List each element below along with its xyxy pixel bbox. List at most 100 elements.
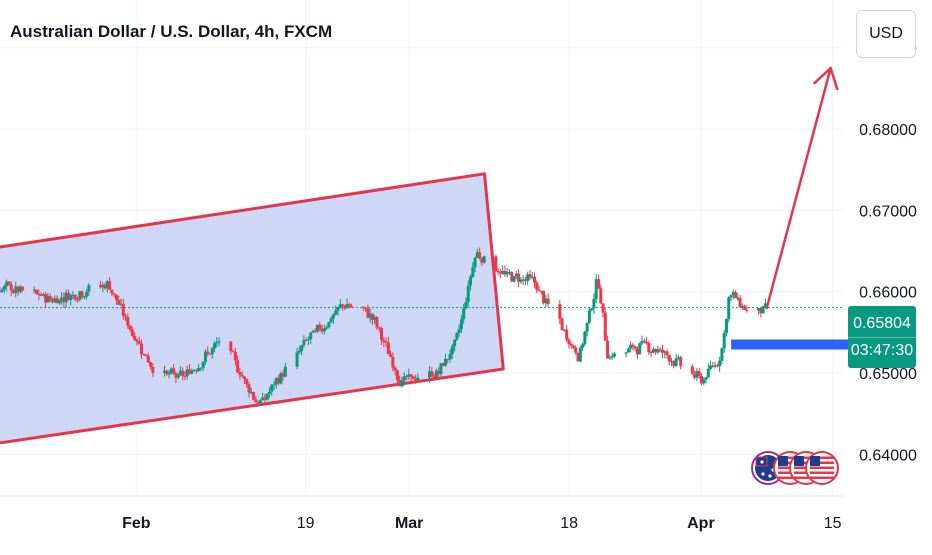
arrow-head: [813, 66, 832, 85]
candle-body: [699, 375, 703, 384]
candle-body: [361, 306, 365, 308]
channel-fill: [0, 172, 505, 445]
candle-body: [542, 291, 546, 304]
candle-body: [183, 375, 187, 377]
current-price-value: 0.65804: [853, 314, 911, 332]
candle-body: [316, 324, 320, 332]
candle-body: [334, 310, 338, 315]
candle-body: [521, 279, 525, 281]
candle-body: [117, 300, 121, 305]
candle-body: [567, 339, 571, 345]
candle-body: [318, 324, 322, 329]
candle-body: [0, 289, 4, 292]
candle-body: [594, 279, 598, 299]
candle-body: [66, 292, 70, 301]
candle-body: [119, 303, 123, 305]
price-tag-divider: [848, 336, 916, 338]
candle-body: [0, 291, 2, 293]
candle-body: [612, 353, 616, 357]
candle-body: [261, 397, 265, 401]
candle-body: [64, 292, 68, 303]
candle-body: [409, 374, 413, 377]
candle-body: [740, 306, 744, 308]
candle-body: [245, 379, 249, 385]
candle-body: [558, 303, 562, 319]
candle-body: [457, 329, 461, 333]
time-tick-label: Apr: [687, 515, 715, 532]
candle-body: [48, 296, 52, 301]
candle-body: [405, 376, 409, 378]
candle-body: [585, 322, 589, 332]
candle-body: [2, 285, 6, 290]
candle-body: [610, 356, 614, 358]
candle-body: [709, 365, 713, 369]
candle-body: [217, 341, 221, 343]
price-axis[interactable]: 0.690000.680000.670000.660000.650000.640…: [859, 41, 917, 465]
candle-body: [192, 370, 196, 372]
candle-body: [416, 377, 420, 380]
time-tick-label: 18: [560, 515, 578, 532]
candle-body: [176, 374, 180, 378]
candle-body: [745, 309, 749, 311]
candle-body: [576, 352, 580, 362]
candle-body: [428, 371, 432, 378]
candle-body: [188, 369, 192, 374]
candle-body: [674, 358, 678, 366]
candle-body: [629, 344, 633, 349]
candle-body: [731, 292, 735, 296]
currency-button[interactable]: USD: [856, 10, 916, 58]
candle-body: [590, 308, 594, 311]
candle-body: [130, 329, 134, 336]
candle-body: [560, 318, 564, 330]
candle-body: [757, 307, 761, 311]
candle-body: [587, 310, 591, 323]
price-tick-label: 0.68000: [859, 122, 917, 139]
candle-body: [215, 342, 219, 344]
candle-body: [137, 341, 141, 344]
candle-body: [69, 295, 73, 301]
candle-body: [738, 297, 742, 308]
candle-body: [101, 284, 105, 288]
candle-body: [39, 295, 43, 297]
candle-body: [87, 285, 91, 292]
candle-body: [523, 279, 527, 281]
candle-body: [338, 304, 342, 308]
candle-body: [727, 297, 731, 320]
candle-body: [450, 346, 454, 355]
candle-body: [229, 341, 233, 352]
candle-body: [16, 286, 20, 292]
candle-body: [544, 298, 548, 304]
support-zone[interactable]: [731, 339, 853, 350]
candle-body: [149, 362, 153, 367]
projection-arrow[interactable]: [765, 66, 839, 310]
candle-body: [510, 272, 514, 282]
candle-body: [647, 343, 651, 352]
candle-body: [32, 289, 36, 291]
ascending-channel[interactable]: [0, 172, 505, 467]
economic-events[interactable]: [751, 451, 839, 485]
candle-body: [471, 267, 475, 277]
candle-body: [638, 343, 642, 355]
bar-countdown: 03:47:30: [850, 341, 914, 359]
candle-body: [503, 270, 507, 275]
candle-body: [110, 289, 114, 294]
candle-body: [651, 349, 655, 353]
candle-body: [475, 252, 479, 258]
candle-body: [722, 332, 726, 349]
candle-body: [99, 285, 103, 288]
arrow-head: [829, 66, 839, 91]
candle-body: [473, 257, 477, 268]
candle-body: [151, 366, 155, 373]
candle-body: [279, 373, 283, 384]
candle-body: [498, 272, 502, 274]
candle-body: [386, 342, 390, 355]
candle-body: [583, 331, 587, 345]
candle-body: [203, 351, 207, 362]
candle-body: [78, 291, 82, 300]
candle-body: [343, 305, 347, 309]
candle-body: [375, 317, 379, 328]
time-axis[interactable]: Feb 19 Mar 18 Apr 15: [122, 515, 842, 532]
candle-body: [645, 341, 649, 344]
